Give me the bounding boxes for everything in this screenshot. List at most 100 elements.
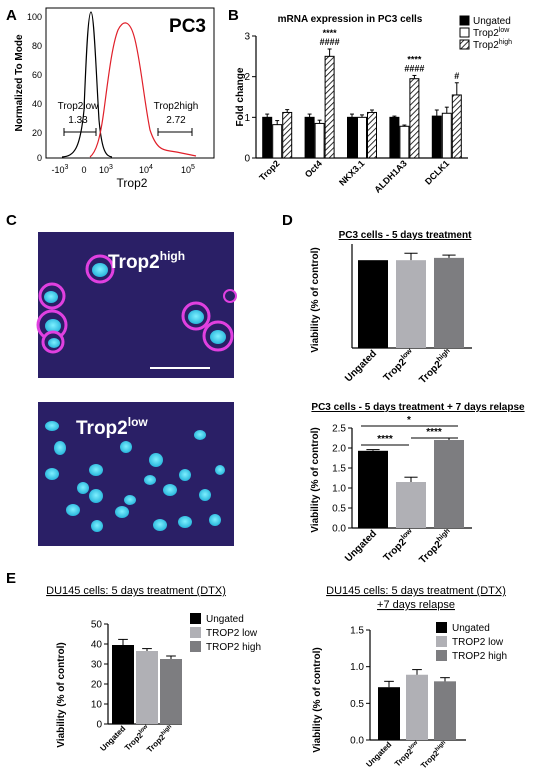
gate-high-name: Trop2high	[154, 101, 199, 112]
b-bar	[451, 94, 462, 159]
b-significance-label: ####	[320, 37, 340, 47]
panel-d-bottom-ylabel: Viability (% of control)	[310, 427, 321, 532]
cell-nucleus	[149, 453, 163, 467]
dbot-bar	[434, 440, 464, 528]
panel-d-significance: * **** ****	[361, 415, 458, 446]
a-ytick-40: 40	[32, 99, 42, 109]
eleft-ytick-label: 30	[91, 660, 103, 671]
eright-category-label: Ungated	[364, 740, 393, 769]
panel-d-top-title: PC3 cells - 5 days treatment	[339, 230, 473, 241]
e-left-legend-swatch-ungated	[190, 613, 201, 624]
legend-swatch-high	[459, 39, 470, 50]
panel-e: E DU145 cells: 5 days treatment (DTX) DU…	[6, 570, 507, 770]
cell-nucleus	[45, 468, 59, 480]
cell-nucleus	[115, 506, 129, 518]
panel-b: B mRNA expression in PC3 cells Fold chan…	[228, 7, 512, 195]
cell-nucleus	[179, 469, 191, 481]
dbot-bar	[396, 482, 426, 528]
eleft-bar	[136, 651, 158, 724]
a-ytick-0: 0	[37, 153, 42, 163]
e-right-legend-swatch-high	[436, 650, 447, 661]
panel-b-ylabel: Fold change	[235, 67, 246, 126]
cell-nucleus	[215, 465, 225, 475]
dbot-ytick-label: 1.0	[332, 484, 346, 495]
eleft-category-label: Ungated	[98, 724, 127, 753]
eleft-ytick-label: 20	[91, 680, 103, 691]
b-category-label: Trop2	[257, 158, 281, 182]
e-right-legend-high: TROP2 high	[452, 651, 507, 662]
legend-label-high: Trop2high	[473, 39, 512, 51]
cell-nucleus	[44, 291, 58, 303]
panel-a-xticks: -103 0 103 104 105	[52, 164, 196, 175]
cells-high	[36, 254, 237, 354]
eright-bar	[378, 687, 400, 740]
panel-e-right-ylabel: Viability (% of control)	[312, 647, 323, 752]
legend-swatch-low	[459, 27, 470, 38]
b-bar	[314, 122, 325, 159]
panel-e-left-ylabel: Viability (% of control)	[56, 642, 67, 747]
cell-nucleus	[199, 489, 211, 501]
flow-histogram-ungated	[61, 11, 113, 158]
cell-nucleus	[66, 504, 80, 516]
cell-nucleus	[77, 482, 89, 494]
a-xtick-5: 105	[181, 164, 195, 175]
cell-nucleus	[144, 475, 156, 485]
cell-nucleus	[188, 310, 204, 324]
panel-e-right-title-line1: DU145 cells: 5 days treatment (DTX)	[326, 585, 506, 597]
cell-nucleus	[209, 514, 221, 526]
panel-b-letter: B	[228, 7, 239, 24]
dbot-ytick-label: 1.5	[332, 464, 346, 475]
dtop-bar	[396, 260, 426, 348]
b-bar	[324, 55, 335, 159]
b-bar	[441, 112, 452, 159]
eright-bar	[406, 674, 428, 740]
b-bar	[389, 116, 400, 159]
dbot-category-label: Ungated	[343, 528, 379, 564]
dbot-category-label: Trop2low	[379, 526, 417, 564]
panel-a: A PC3 Normalized To Mode 100 80 60 40 20…	[6, 7, 215, 190]
b-ytick-label: 3	[244, 32, 250, 43]
a-ytick-80: 80	[32, 41, 42, 51]
cell-nucleus	[163, 484, 177, 496]
cell-nucleus	[45, 421, 59, 431]
eleft-bar	[160, 659, 182, 724]
b-significance-label: ****	[323, 28, 338, 38]
b-bar	[399, 125, 410, 159]
cell-nucleus	[45, 319, 61, 333]
flow-histogram-trop2	[89, 22, 197, 158]
panel-c: C Trop2high	[6, 212, 237, 546]
b-ytick-label: 1	[244, 113, 250, 124]
cell-membrane	[223, 289, 237, 303]
sig-stars-ungated-high: *	[407, 415, 411, 426]
a-xtick-4: 104	[139, 164, 153, 175]
b-category-label: ALDH1A3	[372, 158, 408, 194]
b-significance-label: ####	[404, 63, 424, 73]
cell-nucleus	[89, 464, 103, 476]
dbot-ytick-label: 0.5	[332, 504, 346, 515]
panel-a-frame	[45, 7, 215, 159]
b-significance-label: ****	[407, 54, 422, 64]
eleft-ytick-label: 50	[91, 620, 103, 631]
eleft-ytick-label: 10	[91, 700, 103, 711]
e-right-legend-swatch-ungated	[436, 622, 447, 633]
cell-nucleus	[89, 489, 103, 503]
eright-ytick-label: 0.5	[350, 699, 364, 710]
b-bar	[409, 78, 420, 159]
b-bar	[347, 116, 357, 159]
cell-nucleus	[92, 263, 108, 277]
eright-ytick-label: 1.5	[350, 626, 364, 637]
b-significance-label: #	[454, 71, 459, 81]
panel-d-letter: D	[282, 212, 293, 229]
eleft-category-label: Trop2high	[145, 724, 176, 755]
panel-a-xlabel: Trop2	[117, 176, 148, 190]
panel-a-yticks: 100 80 60 40 20 0	[27, 12, 42, 163]
cell-nucleus	[153, 519, 167, 531]
panel-a-cell-label: PC3	[169, 16, 206, 37]
panel-d-bottom-title: PC3 cells - 5 days treatment + 7 days re…	[311, 402, 525, 413]
e-left-legend-swatch-high	[190, 641, 201, 652]
b-bar	[431, 115, 442, 159]
